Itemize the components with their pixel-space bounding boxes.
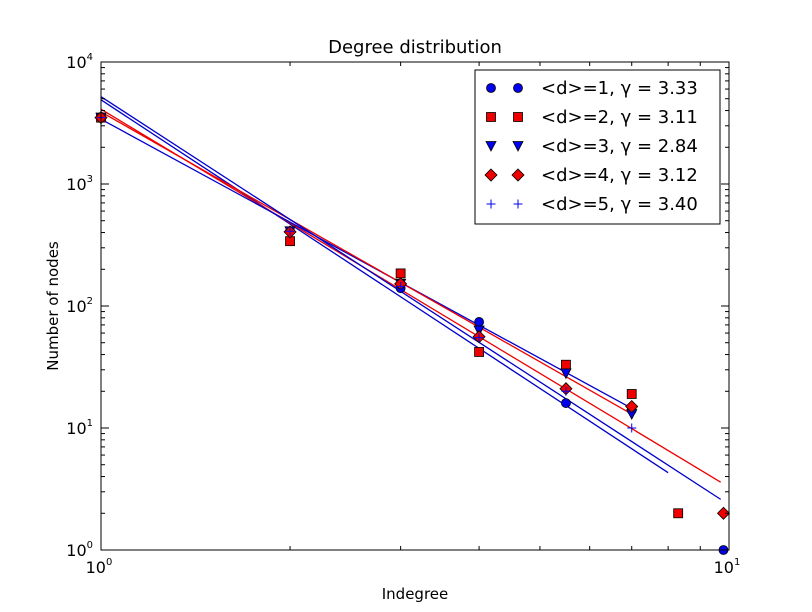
fit-line-series-5 — [100, 96, 722, 500]
fit-line-series-1 — [100, 99, 669, 474]
axis-ticks: 100 101 100 101 102 103 104 — [66, 52, 740, 577]
x-tick-label: 100 — [86, 557, 113, 577]
fit-line-series-4 — [100, 111, 633, 415]
legend-label: <d>=5, γ = 3.40 — [541, 194, 698, 215]
y-tick-label: 103 — [66, 174, 93, 194]
legend-marker — [513, 83, 523, 93]
chart-title: Degree distribution — [328, 37, 502, 58]
fit-lines — [100, 96, 722, 500]
legend: <d>=1, γ = 3.33 <d>=2, γ = 3.11 <d>=3, γ =… — [474, 69, 721, 225]
data-point-series-5 — [474, 333, 484, 343]
legend-label: <d>=1, γ = 3.33 — [541, 78, 698, 99]
data-point-series-2 — [395, 268, 406, 279]
legend-marker — [486, 112, 496, 122]
legend-marker — [513, 199, 523, 209]
y-tick-label: 104 — [66, 52, 93, 72]
data-point-series-1 — [561, 398, 571, 408]
legend-marker — [485, 141, 497, 152]
data-point-series-2 — [673, 508, 684, 519]
data-point-series-4 — [716, 506, 731, 520]
y-tick-label: 101 — [66, 418, 93, 438]
legend-marker — [511, 168, 525, 182]
data-point-series-2 — [561, 359, 571, 370]
data-point-series-2 — [626, 389, 637, 399]
data-point-series-5 — [561, 386, 571, 396]
x-tick-label: 101 — [714, 557, 741, 577]
data-point-series-5 — [285, 226, 295, 236]
legend-marker — [486, 199, 496, 209]
legend-marker — [484, 168, 498, 182]
legend-marker — [513, 112, 523, 122]
legend-marker — [486, 83, 496, 93]
data-point-series-3 — [560, 368, 572, 380]
y-axis-label: Number of nodes — [44, 241, 62, 371]
data-point-series-5 — [627, 423, 637, 433]
y-tick-label: 100 — [66, 540, 93, 560]
data-point-series-1 — [474, 317, 484, 327]
legend-label: <d>=2, γ = 3.11 — [541, 107, 698, 128]
data-point-series-5 — [396, 281, 406, 291]
y-tick-label: 102 — [66, 296, 93, 316]
legend-label: <d>=4, γ = 3.12 — [541, 165, 698, 186]
data-point-series-4 — [625, 399, 639, 414]
x-axis-label: Indegree — [382, 585, 449, 603]
data-point-series-2 — [474, 347, 484, 357]
legend-label: <d>=3, γ = 2.84 — [541, 136, 698, 157]
legend-marker — [512, 141, 524, 152]
